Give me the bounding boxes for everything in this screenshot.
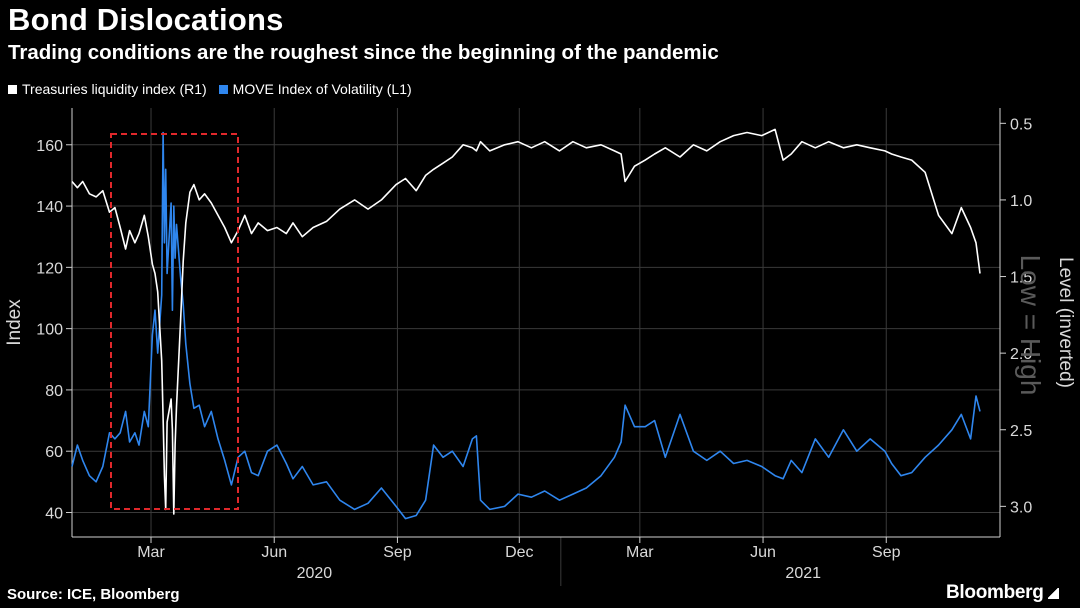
left-tick-label: 140 <box>36 199 63 216</box>
legend-item-move: MOVE Index of Volatility (L1) <box>218 81 412 97</box>
x-tick-label: Dec <box>505 544 533 561</box>
x-tick-label: Mar <box>626 544 654 561</box>
left-tick-label: 80 <box>45 383 63 400</box>
chart-subtitle: Trading conditions are the roughest sinc… <box>8 41 719 64</box>
x-tick-label: Jun <box>261 544 287 561</box>
x-tick-label: Jun <box>750 544 776 561</box>
chart-title: Bond Dislocations <box>8 2 284 37</box>
move-index-line <box>71 131 981 520</box>
liquidity-index-line <box>71 128 981 515</box>
legend-label-move: MOVE Index of Volatility (L1) <box>232 81 412 97</box>
legend-item-liquidity: Treasuries liquidity index (R1) <box>8 81 207 97</box>
source-note: Source: ICE, Bloomberg <box>7 586 180 603</box>
right-tick-label: 2.5 <box>1010 423 1032 440</box>
left-tick-label: 40 <box>45 505 63 522</box>
right-tick-label: 3.0 <box>1010 499 1032 516</box>
year-label: 2021 <box>785 565 821 582</box>
x-tick-label: Sep <box>872 544 901 561</box>
legend-swatch-liquidity <box>8 84 17 94</box>
x-tick-label: Mar <box>137 544 165 561</box>
legend-label-liquidity: Treasuries liquidity index (R1) <box>22 81 207 97</box>
right-tick-label: 2.0 <box>1010 346 1032 363</box>
left-tick-label: 100 <box>36 322 63 339</box>
right-tick-label: 1.5 <box>1010 270 1032 287</box>
legend: Treasuries liquidity index (R1) MOVE Ind… <box>8 81 424 97</box>
left-tick-label: 120 <box>36 260 63 277</box>
right-axis-title: Level (inverted) <box>1055 257 1076 388</box>
left-tick-label: 60 <box>45 444 63 461</box>
legend-swatch-move <box>218 84 228 94</box>
right-tick-label: 1.0 <box>1010 193 1032 210</box>
x-tick-label: Sep <box>383 544 412 561</box>
highlight-box <box>110 133 239 510</box>
left-tick-label: 160 <box>36 138 63 155</box>
right-tick-label: 0.5 <box>1010 116 1032 133</box>
low-high-annotation: Low = High <box>1015 255 1046 396</box>
bloomberg-mark-icon <box>1047 587 1059 599</box>
bloomberg-logo: Bloomberg <box>946 582 1059 604</box>
year-label: 2020 <box>297 565 333 582</box>
left-axis-title: Index <box>4 299 25 346</box>
brand-name: Bloomberg <box>946 582 1044 603</box>
